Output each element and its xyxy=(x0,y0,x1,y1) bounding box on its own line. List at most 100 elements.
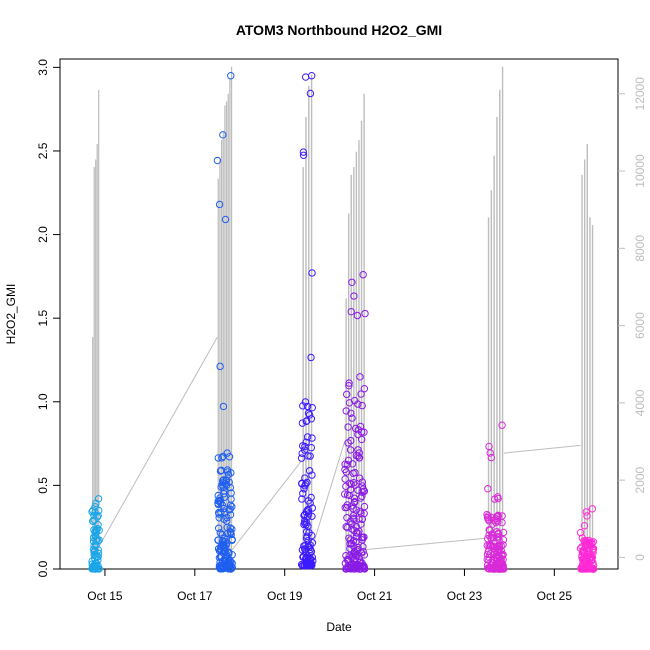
data-point xyxy=(485,442,493,451)
altitude-profile xyxy=(581,144,594,558)
data-point xyxy=(354,543,362,552)
data-point xyxy=(341,475,349,483)
data-point xyxy=(348,278,356,286)
data-point xyxy=(213,156,222,165)
data-point xyxy=(214,454,222,462)
data-point xyxy=(490,550,499,559)
data-point xyxy=(302,417,311,426)
data-point xyxy=(357,435,366,444)
data-point xyxy=(486,549,495,558)
data-point xyxy=(485,531,493,539)
data-point xyxy=(301,398,310,406)
data-point xyxy=(303,478,311,487)
data-point xyxy=(227,469,235,477)
plot-frame xyxy=(59,58,619,570)
data-point xyxy=(216,467,225,475)
data-point xyxy=(221,557,230,566)
data-point xyxy=(350,515,358,524)
data-point xyxy=(350,498,359,506)
x-tick-label: Oct 21 xyxy=(357,589,393,603)
data-point xyxy=(357,549,366,557)
y-tick-label-right: 6000 xyxy=(633,312,647,339)
data-point xyxy=(354,446,362,454)
data-point xyxy=(343,390,351,399)
data-point xyxy=(308,434,316,442)
data-point xyxy=(221,215,230,224)
y-tick-label-right: 8000 xyxy=(633,235,647,262)
data-point xyxy=(498,552,506,560)
data-point xyxy=(349,512,358,520)
data-point xyxy=(580,522,589,530)
data-point xyxy=(487,542,495,550)
data-point xyxy=(225,506,233,514)
data-point xyxy=(90,526,98,534)
data-point xyxy=(221,558,229,566)
data-point xyxy=(300,485,308,493)
data-point xyxy=(347,307,355,316)
y-tick-label-left: 2.0 xyxy=(36,226,50,243)
y-tick-label-left: 2.5 xyxy=(36,142,50,159)
data-point xyxy=(222,476,231,485)
data-point xyxy=(356,373,364,381)
altitude-profile xyxy=(92,89,100,558)
y-tick-label-left: 3.0 xyxy=(36,59,50,76)
y-tick-label-right: 12000 xyxy=(633,77,647,111)
data-point xyxy=(345,399,354,407)
data-point xyxy=(351,424,360,433)
altitude-profile xyxy=(302,74,313,558)
data-point xyxy=(495,545,503,554)
data-point xyxy=(360,487,368,496)
data-point xyxy=(306,499,314,507)
data-point xyxy=(580,547,588,555)
data-point xyxy=(355,515,363,523)
data-point xyxy=(341,490,349,498)
data-point xyxy=(307,72,316,80)
data-point xyxy=(95,526,103,534)
data-point xyxy=(341,460,349,468)
data-point xyxy=(301,541,309,550)
data-point xyxy=(308,512,316,521)
altitude-profile xyxy=(345,93,365,558)
data-point xyxy=(304,409,313,417)
data-point xyxy=(584,552,593,560)
data-point xyxy=(298,419,307,427)
data-point xyxy=(485,526,493,534)
data-point xyxy=(351,552,360,560)
data-point xyxy=(218,454,226,462)
data-point xyxy=(358,482,367,490)
data-point xyxy=(215,514,223,522)
data-point xyxy=(358,559,366,567)
y-tick-label-right: 4000 xyxy=(633,389,647,416)
data-point xyxy=(351,468,359,477)
data-point xyxy=(581,540,589,548)
data-point xyxy=(308,504,317,512)
data-point xyxy=(494,529,503,538)
data-point xyxy=(219,402,228,411)
data-point xyxy=(307,443,316,452)
data-point xyxy=(304,452,312,460)
altitude-profile xyxy=(487,66,504,558)
x-axis-label: Date xyxy=(326,620,352,634)
data-point xyxy=(487,453,495,462)
data-point xyxy=(214,497,222,505)
data-point xyxy=(493,512,502,521)
data-point xyxy=(350,526,358,535)
data-point xyxy=(490,516,498,524)
data-point xyxy=(579,565,587,573)
data-point xyxy=(219,541,227,550)
data-point xyxy=(214,524,223,532)
data-point xyxy=(307,493,315,502)
data-point xyxy=(307,353,315,362)
data-point xyxy=(345,534,353,542)
data-point xyxy=(360,502,369,511)
data-point xyxy=(489,520,497,528)
x-tick-label: Oct 25 xyxy=(537,589,573,603)
data-point xyxy=(305,411,314,419)
data-point xyxy=(355,454,363,462)
data-point xyxy=(496,562,504,570)
data-point xyxy=(308,403,316,412)
y-tick-label-left: 1.5 xyxy=(36,310,50,327)
data-point xyxy=(353,311,362,320)
data-point xyxy=(348,525,356,533)
